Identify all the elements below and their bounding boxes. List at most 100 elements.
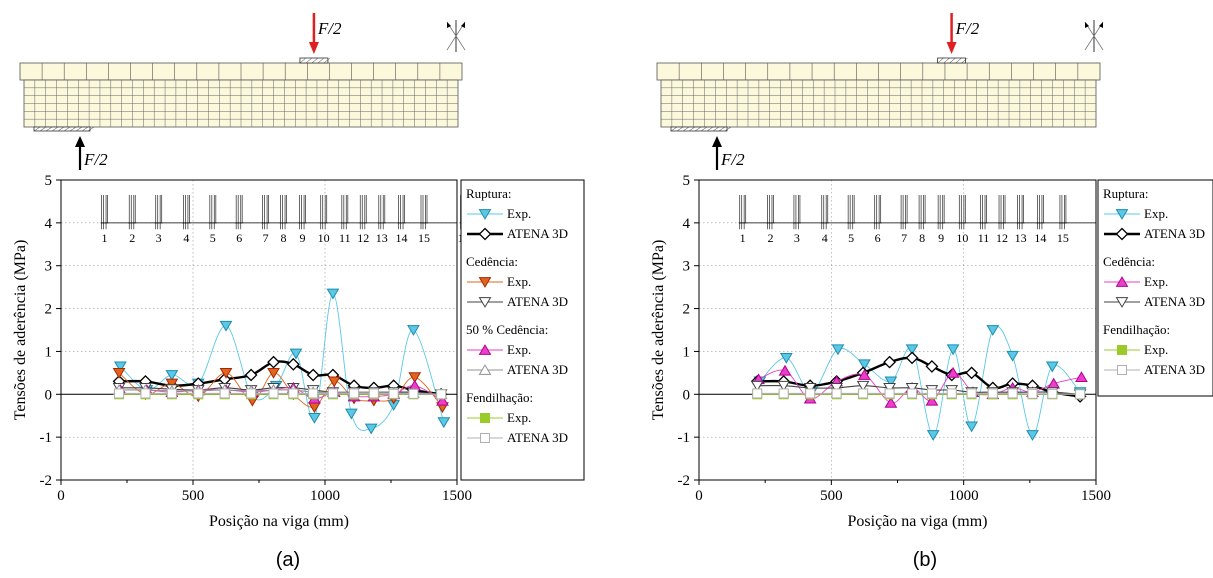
data-point-ced_atena (777, 380, 791, 392)
stirrup-label: 4 (822, 231, 828, 245)
stirrup-label: 15 (1057, 231, 1069, 245)
hatch-line (51, 126, 59, 132)
data-point-ced_exp (165, 378, 179, 390)
data-point-ced_exp (408, 372, 422, 384)
data-point-rup_exp (779, 352, 793, 364)
data-point-fen_atena (408, 388, 419, 399)
hatch-line (949, 57, 956, 64)
data-point-rup_exp (946, 344, 960, 356)
legend-group-title: Ruptura: (466, 186, 512, 201)
hatch-line (63, 126, 71, 132)
hatch-line (45, 126, 53, 132)
stirrup-label: 13 (376, 231, 388, 245)
data-point-ced_exp (946, 366, 960, 378)
stirrup-label: 7 (263, 231, 269, 245)
data-point-rup_exp (407, 325, 420, 336)
stirrup-label: 6 (875, 231, 881, 245)
legend-marker (478, 209, 492, 220)
data-point-fen_atena (166, 388, 177, 399)
data-point-rup_exp (858, 359, 871, 371)
reaction-arrow-head (75, 136, 85, 147)
stirrup-label: 1 (740, 231, 746, 245)
stirrup-label: 12 (996, 231, 1008, 245)
stirrup-label: 3 (794, 231, 800, 245)
data-point-rup_exp (326, 288, 340, 300)
hatch-line (75, 126, 83, 132)
legend-entry-label: ATENA 3D (1144, 362, 1205, 377)
legend-group-title: 50 % Cedência: (466, 322, 548, 337)
stirrup-label: 2 (767, 231, 773, 245)
y-tick-label: 3 (45, 259, 53, 275)
hatch-line (317, 57, 325, 64)
hatch-line (688, 126, 696, 132)
hatch-line (682, 126, 690, 132)
legend-marker (478, 227, 492, 241)
x-tick-label: 0 (695, 488, 703, 504)
data-point-rup_atena (244, 368, 258, 382)
legend-entry-label: ATENA 3D (507, 294, 568, 309)
stirrup-label: 8 (919, 231, 925, 245)
legend-group-title: Cedência: (466, 254, 518, 269)
data-point-rup_exp (1026, 430, 1039, 441)
stirrup-label: 11 (978, 231, 990, 245)
hatch-line (299, 57, 307, 64)
data-point-rup_exp (831, 344, 845, 356)
data-point-ced_atena (856, 380, 870, 392)
stirrup-mark (1017, 195, 1024, 230)
hatch-line (87, 126, 95, 132)
legend-entry-label: Exp. (1144, 274, 1168, 289)
data-point-fen_atena (308, 388, 319, 399)
y-tick-label: -2 (40, 473, 53, 489)
data-point-ced_exp (112, 367, 126, 379)
y-tick-label: -1 (678, 430, 691, 446)
legend-marker (1117, 345, 1127, 355)
stirrup-mark (262, 195, 269, 230)
load-arrow-top-head (308, 42, 319, 54)
stirrup-mark (420, 195, 428, 230)
stirrup-mark (299, 195, 306, 230)
stirrup-label: 7 (901, 231, 907, 245)
data-point-fen_atena (946, 388, 957, 399)
data-point-ced_exp (1075, 371, 1088, 383)
y-tick-label: 2 (683, 302, 691, 318)
x-tick-label: 0 (57, 488, 65, 504)
y-tick-label: 4 (45, 216, 53, 232)
x-tick-label: 500 (820, 488, 843, 504)
data-point-rup_atena (267, 355, 280, 369)
data-point-rup_exp (165, 370, 179, 381)
stirrup-mark (359, 195, 367, 230)
data-point-fen_atena (219, 388, 230, 399)
data-point-rup_exp (345, 408, 358, 420)
legend-marker (478, 277, 492, 288)
legend-marker (480, 433, 490, 443)
data-point-rup_exp (884, 376, 898, 388)
hatch-line (955, 57, 962, 64)
legend-group-title: Fendilhação: (1103, 322, 1170, 337)
data-point-ced_exp (925, 394, 939, 406)
legend-marker (478, 344, 492, 355)
y-tick-label: -2 (678, 473, 691, 489)
x-tick-label: 1500 (1081, 488, 1111, 504)
hatch-line (305, 57, 313, 64)
data-point-fen_atena (926, 388, 937, 399)
legend-marker (1115, 227, 1129, 241)
data-point-rup_exp (114, 361, 127, 373)
load-label-top: F/2 (317, 19, 342, 38)
legend-box (1097, 179, 1213, 397)
data-point-fen_atena (388, 388, 399, 399)
reaction-arrow-head (712, 136, 722, 147)
stirrup-mark (1059, 195, 1067, 230)
stirrup-label: 3 (156, 231, 162, 245)
stirrup-label: 5 (848, 231, 854, 245)
data-point-fen_atena (114, 388, 125, 399)
hatch-line (724, 126, 732, 132)
stirrup-mark (398, 195, 405, 230)
data-point-ced_exp (858, 369, 871, 380)
data-point-fen_atena (140, 388, 151, 399)
data-point-rup_atena (286, 357, 300, 371)
data-point-rup_exp (926, 430, 940, 441)
hatch-line (706, 126, 714, 132)
symmetry-arrow (447, 22, 451, 28)
hatch-line (69, 126, 77, 132)
legend-entry-label: ATENA 3D (507, 226, 568, 241)
